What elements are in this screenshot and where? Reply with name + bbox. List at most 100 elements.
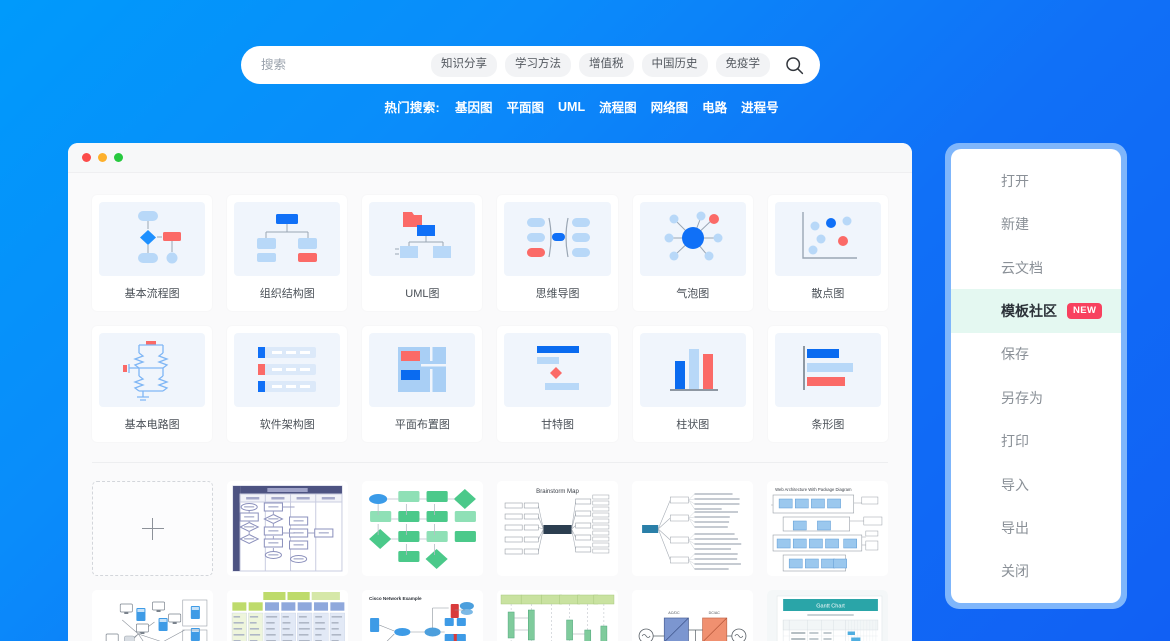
- diagram-type-card[interactable]: 甘特图: [497, 326, 617, 442]
- green-blue-process-table-template[interactable]: [227, 590, 348, 641]
- menu-item-3[interactable]: 云文档: [951, 246, 1121, 289]
- template-gallery: Brainstorm Map Web Architecture With Pack…: [92, 463, 888, 641]
- diagram-type-label: 软件架构图: [234, 407, 340, 442]
- diagram-type-card[interactable]: 柱状图: [633, 326, 753, 442]
- diagram-type-label: 平面布置图: [369, 407, 475, 442]
- diagram-type-card[interactable]: UML图: [362, 195, 482, 311]
- web-architecture-package-diagram-template[interactable]: Web Architecture With Package Diagram: [767, 481, 888, 576]
- gantt-chart-template[interactable]: Gantt Chart: [767, 590, 888, 641]
- svg-text:Gantt Chart: Gantt Chart: [816, 604, 845, 610]
- bubble-chart-icon: [640, 202, 746, 276]
- sequence-diagram-template[interactable]: [497, 590, 618, 641]
- svg-text:AC/DC: AC/DC: [668, 611, 680, 615]
- menu-item-label: 打印: [1001, 431, 1029, 451]
- diagram-type-label: 气泡图: [640, 276, 746, 311]
- menu-item-label: 云文档: [1001, 258, 1043, 278]
- uml-icon: [369, 202, 475, 276]
- hot-search-item[interactable]: UML: [558, 100, 585, 114]
- circuit-icon: [99, 333, 205, 407]
- diagram-type-card[interactable]: 条形图: [768, 326, 888, 442]
- floor-plan-icon: [369, 333, 475, 407]
- hot-search-item[interactable]: 网络图: [651, 97, 689, 116]
- svg-text:Cisco Network Example: Cisco Network Example: [369, 596, 422, 601]
- diagram-type-card[interactable]: 组织结构图: [227, 195, 347, 311]
- new-template-card[interactable]: [92, 481, 213, 576]
- menu-item-8[interactable]: 导入: [951, 463, 1121, 506]
- svg-text:Web Architecture With Package: Web Architecture With Package Diagram: [775, 487, 852, 492]
- search-chip[interactable]: 免疫学: [716, 53, 771, 77]
- diagram-type-label: 基本电路图: [99, 407, 205, 442]
- menu-item-9[interactable]: 导出: [951, 506, 1121, 549]
- diagram-type-label: 散点图: [775, 276, 881, 311]
- diagram-type-label: 思维导图: [504, 276, 610, 311]
- org-chart-icon: [234, 202, 340, 276]
- hot-search-item[interactable]: 电路: [702, 97, 727, 116]
- outline-mindmap-template[interactable]: [632, 481, 753, 576]
- diagram-type-card[interactable]: 散点图: [768, 195, 888, 311]
- menu-item-7[interactable]: 打印: [951, 419, 1121, 462]
- menu-item-label: 导出: [1001, 518, 1029, 538]
- hot-search-item[interactable]: 进程号: [741, 97, 779, 116]
- diagram-type-card[interactable]: 基本电路图: [92, 326, 212, 442]
- process-flow-swimlane-template[interactable]: [227, 481, 348, 576]
- search-chip[interactable]: 知识分享: [431, 53, 497, 77]
- diagram-type-label: 基本流程图: [99, 276, 205, 311]
- cisco-network-template[interactable]: Cisco Network Example: [362, 590, 483, 641]
- hot-search-item[interactable]: 流程图: [599, 97, 637, 116]
- menu-item-6[interactable]: 另存为: [951, 376, 1121, 419]
- diagram-type-label: 条形图: [775, 407, 881, 442]
- menu-item-label: 保存: [1001, 344, 1029, 364]
- file-menu-panel: 打开新建云文档模板社区 NEW 保存另存为打印导入导出关闭: [945, 143, 1127, 609]
- window-titlebar: [68, 143, 912, 173]
- menu-item-1[interactable]: 打开: [951, 159, 1121, 202]
- mindmap-icon: [504, 202, 610, 276]
- software-architecture-icon: [234, 333, 340, 407]
- diagram-type-label: 甘特图: [504, 407, 610, 442]
- hot-search-label: 热门搜索:: [384, 97, 440, 116]
- column-chart-icon: [640, 333, 746, 407]
- power-converter-circuit-template[interactable]: AC/DC DC/AC: [632, 590, 753, 641]
- diagram-type-card[interactable]: 基本流程图: [92, 195, 212, 311]
- diagram-type-label: 柱状图: [640, 407, 746, 442]
- hot-search-item[interactable]: 基因图: [455, 97, 493, 116]
- search-bar[interactable]: 知识分享学习方法增值税中国历史免疫学: [241, 46, 820, 84]
- diagram-type-label: UML图: [369, 276, 475, 311]
- diagram-type-grid: 基本流程图 组织结构图 UML图 思维导图: [92, 195, 888, 442]
- menu-item-5[interactable]: 保存: [951, 333, 1121, 376]
- svg-text:Brainstorm Map: Brainstorm Map: [536, 489, 579, 495]
- brainstorm-mindmap-template[interactable]: Brainstorm Map: [497, 481, 618, 576]
- flowchart-icon: [99, 202, 205, 276]
- menu-item-label: 另存为: [1001, 388, 1043, 408]
- minimize-window-button[interactable]: [98, 153, 107, 162]
- green-flowchart-template[interactable]: [362, 481, 483, 576]
- plus-icon: [142, 518, 164, 540]
- diagram-type-card[interactable]: 气泡图: [633, 195, 753, 311]
- scatter-plot-icon: [775, 202, 881, 276]
- search-chip[interactable]: 学习方法: [505, 53, 571, 77]
- search-suggestion-chips: 知识分享 学习方法 增值税 中国历史 免疫学: [431, 53, 770, 77]
- menu-item-4[interactable]: 模板社区 NEW: [951, 289, 1121, 332]
- maximize-window-button[interactable]: [114, 153, 123, 162]
- close-window-button[interactable]: [82, 153, 91, 162]
- search-icon[interactable]: [782, 53, 806, 77]
- menu-item-label: 模板社区: [1001, 301, 1057, 321]
- diagram-type-card[interactable]: 软件架构图: [227, 326, 347, 442]
- diagram-type-card[interactable]: 平面布置图: [362, 326, 482, 442]
- window-content: 基本流程图 组织结构图 UML图 思维导图: [68, 173, 912, 641]
- search-input[interactable]: [261, 46, 431, 84]
- bar-chart-icon: [775, 333, 881, 407]
- menu-item-2[interactable]: 新建: [951, 202, 1121, 245]
- menu-item-label: 关闭: [1001, 561, 1029, 581]
- diagram-type-label: 组织结构图: [234, 276, 340, 311]
- menu-item-label: 新建: [1001, 214, 1029, 234]
- menu-item-10[interactable]: 关闭: [951, 550, 1121, 593]
- search-chip[interactable]: 中国历史: [642, 53, 708, 77]
- gantt-chart-icon: [504, 333, 610, 407]
- file-menu-list: 打开新建云文档模板社区 NEW 保存另存为打印导入导出关闭: [951, 149, 1121, 603]
- network-topology-template[interactable]: [92, 590, 213, 641]
- search-chip[interactable]: 增值税: [579, 53, 634, 77]
- menu-item-label: 打开: [1001, 171, 1029, 191]
- app-window: 基本流程图 组织结构图 UML图 思维导图: [68, 143, 912, 641]
- hot-search-item[interactable]: 平面图: [507, 97, 545, 116]
- diagram-type-card[interactable]: 思维导图: [497, 195, 617, 311]
